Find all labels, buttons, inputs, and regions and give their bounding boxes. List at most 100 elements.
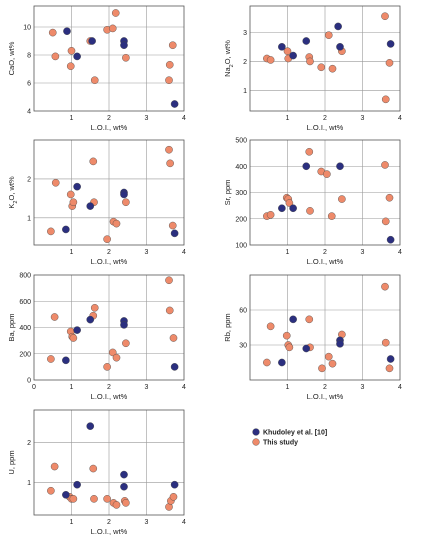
point-this-study	[266, 211, 275, 219]
x-tick-label: 4	[182, 384, 186, 391]
y-axis-label: Na2O, wt%	[223, 40, 235, 77]
point-this-study	[165, 145, 173, 154]
panel-ba-vs-loi: 0 1 2 3 4 0 200 400 600 800 L.O.I., wt% Ba, ppm	[7, 273, 186, 402]
panel-na2o-vs-loi: 1 2 3 4 1 2 3 L.O.I., wt% Na2O, wt%	[223, 5, 402, 132]
point-this-study	[305, 148, 314, 156]
point-this-study	[50, 462, 59, 471]
point-this-study	[282, 331, 291, 340]
point-khudoley	[336, 340, 344, 348]
x-tick-label: 3	[145, 384, 149, 391]
plot-frame	[33, 409, 185, 516]
y-axis-label: U, ppm	[7, 450, 16, 474]
y-tick-label: 400	[235, 164, 247, 171]
point-this-study	[103, 363, 111, 371]
point-this-study	[328, 64, 337, 73]
point-khudoley	[336, 43, 344, 51]
y-tick-label: 2	[27, 176, 31, 183]
point-khudoley	[62, 491, 70, 499]
point-this-study	[266, 56, 275, 64]
point-this-study	[381, 217, 390, 226]
plot-frame	[249, 139, 401, 246]
point-this-study	[338, 195, 346, 203]
point-this-study	[306, 207, 314, 215]
point-this-study	[66, 62, 75, 70]
x-tick-label: 2	[107, 519, 111, 526]
point-this-study	[381, 282, 389, 291]
point-khudoley	[278, 43, 286, 51]
point-this-study	[385, 193, 394, 202]
y-tick-label: 800	[19, 273, 31, 280]
point-khudoley	[62, 225, 70, 234]
point-this-study	[69, 334, 78, 342]
x-tick-label: 2	[107, 249, 111, 256]
x-axis-label: L.O.I., wt%	[307, 392, 344, 401]
x-axis-label: L.O.I., wt%	[307, 123, 344, 132]
point-this-study	[69, 495, 78, 503]
point-this-study	[263, 358, 271, 367]
point-khudoley	[386, 235, 395, 244]
point-khudoley	[336, 162, 344, 171]
point-khudoley	[120, 482, 128, 491]
point-this-study	[317, 63, 326, 72]
point-khudoley	[73, 480, 81, 489]
legend-marker	[252, 428, 260, 436]
x-tick-label: 4	[398, 384, 402, 391]
point-khudoley	[63, 27, 71, 36]
point-this-study	[168, 221, 177, 230]
plot-frame	[249, 5, 401, 112]
x-tick-label: 1	[70, 249, 74, 256]
point-this-study	[47, 227, 55, 236]
point-khudoley	[120, 190, 128, 199]
point-khudoley	[170, 229, 179, 238]
point-this-study	[166, 159, 174, 168]
point-khudoley	[120, 470, 128, 479]
point-this-study	[48, 28, 57, 37]
x-tick-label: 1	[70, 115, 74, 122]
point-this-study	[323, 170, 331, 178]
legend: Khudoley et al. [10] This study	[252, 428, 327, 447]
y-tick-label: 3	[243, 30, 247, 37]
point-this-study	[306, 57, 314, 66]
panel-cao-vs-loi: 1 2 3 4 4 6 8 10 L.O.I., wt% CaO, wt%	[7, 5, 186, 132]
x-tick-label: 2	[107, 384, 111, 391]
point-this-study	[318, 364, 326, 373]
x-tick-label: 3	[145, 519, 149, 526]
point-khudoley	[170, 480, 179, 489]
x-tick-label: 4	[182, 249, 186, 256]
point-khudoley	[120, 321, 128, 329]
point-khudoley	[386, 40, 395, 48]
point-this-study	[47, 355, 55, 363]
point-this-study	[51, 178, 60, 187]
point-khudoley	[170, 363, 179, 371]
point-khudoley	[73, 326, 81, 334]
y-axis-label: CaO, wt%	[7, 41, 16, 75]
point-this-study	[381, 12, 389, 21]
legend-label: Khudoley et al. [10]	[263, 430, 327, 437]
point-this-study	[305, 315, 314, 324]
point-this-study	[285, 343, 294, 352]
point-this-study	[168, 41, 177, 50]
point-khudoley	[88, 37, 96, 45]
x-tick-label: 2	[323, 249, 327, 256]
point-this-study	[103, 495, 111, 503]
x-tick-label: 4	[398, 249, 402, 256]
point-this-study	[122, 54, 130, 62]
y-tick-label: 400	[19, 325, 31, 332]
y-tick-label: 200	[235, 216, 247, 223]
point-this-study	[112, 353, 121, 362]
point-this-study	[324, 31, 333, 39]
point-this-study	[165, 61, 174, 69]
x-tick-label: 1	[70, 384, 74, 391]
point-this-study	[47, 486, 55, 495]
point-this-study	[165, 76, 173, 84]
x-axis-label: L.O.I., wt%	[91, 123, 128, 132]
x-tick-label: 3	[145, 115, 149, 122]
y-tick-label: 200	[19, 351, 31, 358]
panel-sr-vs-loi: 1 2 3 4 100 200 300 400 500 L.O.I., wt% Sr, ppm	[223, 138, 402, 267]
point-khudoley	[334, 22, 342, 31]
y-tick-label: 10	[23, 25, 31, 32]
point-khudoley	[302, 344, 311, 353]
y-tick-label: 600	[19, 299, 31, 306]
point-this-study	[90, 76, 99, 84]
